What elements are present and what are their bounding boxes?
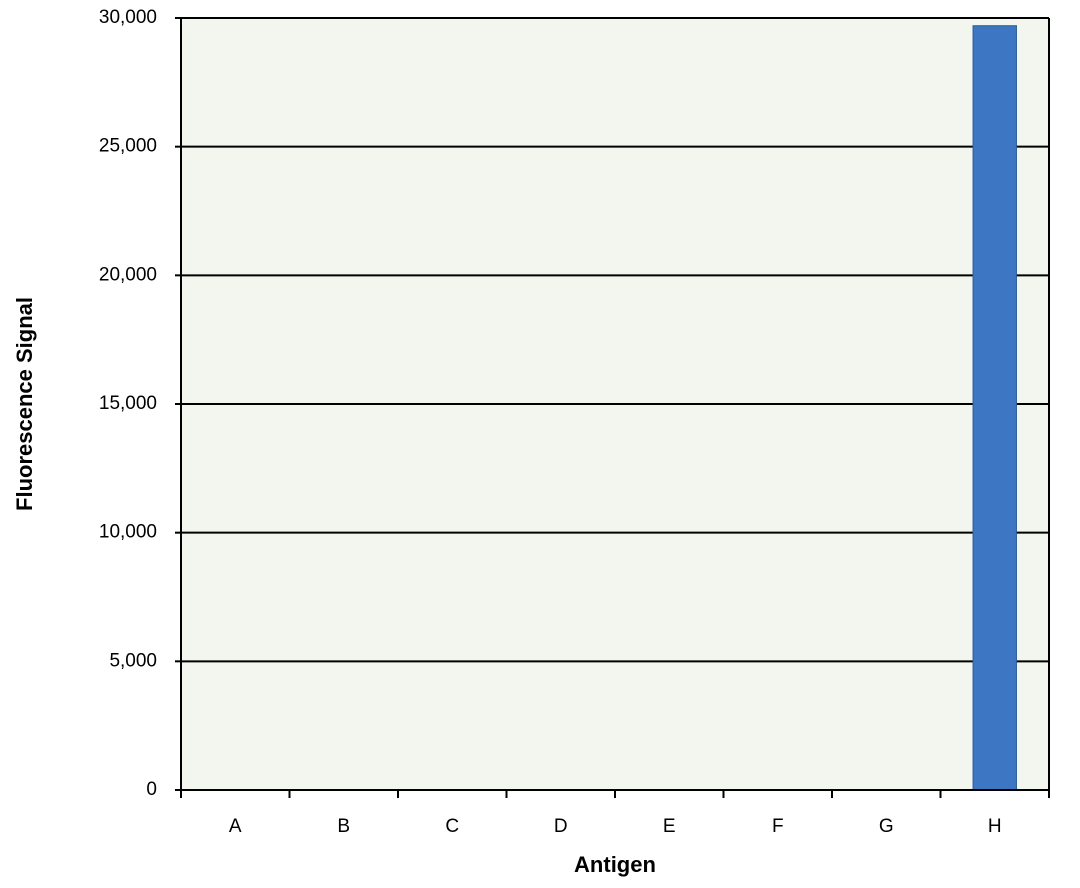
y-tick-label: 10,000 xyxy=(99,522,157,543)
y-tick-label: 15,000 xyxy=(99,393,157,414)
bar xyxy=(972,25,1017,791)
y-axis-title: Fluorescence Signal xyxy=(12,297,37,511)
x-tick-label: D xyxy=(554,816,568,837)
x-axis-title: Antigen xyxy=(574,852,656,877)
x-tick-label: F xyxy=(772,816,784,837)
x-tick-label: H xyxy=(988,816,1002,837)
y-tick-label: 20,000 xyxy=(99,264,157,285)
x-tick-label: B xyxy=(337,816,350,837)
y-tick-label: 0 xyxy=(146,779,157,800)
x-tick-label: A xyxy=(229,816,242,837)
y-tick-label: 30,000 xyxy=(99,7,157,28)
x-tick-label: E xyxy=(663,816,676,837)
y-tick-label: 5,000 xyxy=(109,650,157,671)
x-tick-label: G xyxy=(879,816,894,837)
y-tick-label: 25,000 xyxy=(99,136,157,157)
x-tick-label: C xyxy=(445,816,459,837)
